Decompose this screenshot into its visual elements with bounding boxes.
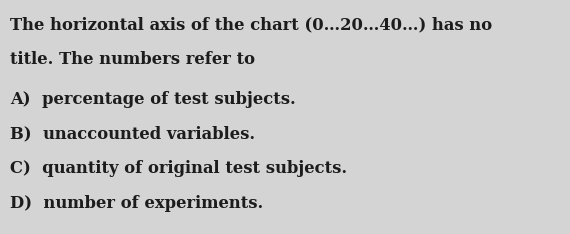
Text: D)  number of experiments.: D) number of experiments.	[10, 195, 263, 212]
Text: C)  quantity of original test subjects.: C) quantity of original test subjects.	[10, 160, 347, 177]
Text: B)  unaccounted variables.: B) unaccounted variables.	[10, 125, 255, 143]
Text: A)  percentage of test subjects.: A) percentage of test subjects.	[10, 91, 296, 108]
Text: title. The numbers refer to: title. The numbers refer to	[10, 51, 255, 68]
Text: The horizontal axis of the chart (0…20…40…) has no: The horizontal axis of the chart (0…20…4…	[10, 16, 492, 33]
